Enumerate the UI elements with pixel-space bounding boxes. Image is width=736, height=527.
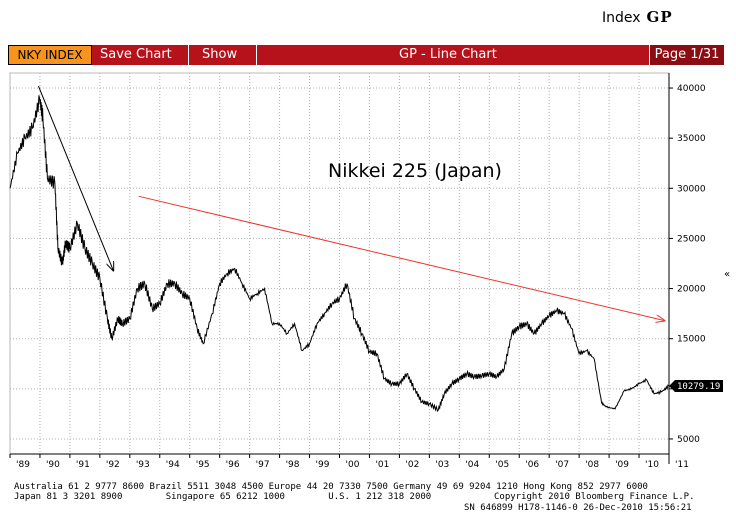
toolbar: NKY INDEX Save Chart Show GP - Line Char… — [8, 45, 724, 65]
long-term-trend-arrow — [138, 195, 665, 320]
y-tick-label: 35000 — [677, 134, 706, 144]
function-code: GP — [646, 8, 673, 26]
footer-contacts: Australia 61 2 9777 8600 Brazil 5511 304… — [14, 482, 648, 492]
page-indicator[interactable]: Page 1/31 — [649, 45, 724, 65]
x-tick-label: '93 — [136, 460, 150, 470]
downtrend-arrow — [37, 85, 113, 270]
x-tick-label: '03 — [435, 460, 449, 470]
x-tick-label: '04 — [465, 460, 479, 470]
x-tick-label: '07 — [555, 460, 569, 470]
y-tick-label: 15000 — [677, 335, 706, 345]
footer-line-1: Australia 61 2 9777 8600 Brazil 5511 304… — [14, 482, 724, 492]
y-tick-label: 30000 — [677, 184, 706, 194]
last-value-tag: 10279.19 — [669, 380, 723, 393]
x-tick-label: '02 — [405, 460, 419, 470]
footer-line-3: SN 646899 H178-1146-0 26-Dec-2010 15:56:… — [464, 503, 692, 513]
x-tick-label: '91 — [76, 460, 90, 470]
y-tick-label: 20000 — [677, 285, 706, 295]
y-tick-label: 40000 — [677, 84, 706, 94]
x-tick-label: '90 — [46, 460, 60, 470]
x-tick-label: '10 — [645, 460, 659, 470]
y-tick-label: 25000 — [677, 234, 706, 244]
last-value-text: 10279.19 — [677, 382, 720, 392]
footer-line-2: Japan 81 3 3201 8900 Singapore 65 6212 1… — [14, 492, 724, 502]
y-tick-label: 5000 — [677, 435, 700, 445]
line-chart: 500010000150002000025000300003500040000 … — [9, 72, 730, 470]
x-tick-label: '89 — [16, 460, 30, 470]
copyright: Copyright 2010 Bloomberg Finance L.P. — [494, 492, 695, 502]
y-axis: 500010000150002000025000300003500040000 — [668, 73, 706, 464]
x-tick-label: '01 — [375, 460, 389, 470]
x-tick-label: '98 — [286, 460, 300, 470]
x-tick-label: '95 — [196, 460, 210, 470]
x-tick-label: '05 — [495, 460, 509, 470]
index-label: Index — [602, 10, 641, 26]
x-tick-label: '11 — [675, 460, 689, 470]
toolbar-divider — [256, 45, 257, 65]
save-chart-button[interactable]: Save Chart — [100, 47, 172, 62]
index-header: Index GP — [602, 8, 673, 26]
ticker-field[interactable]: NKY INDEX — [8, 45, 92, 65]
footer-contacts-2: Japan 81 3 3201 8900 Singapore 65 6212 1… — [14, 492, 432, 502]
scroll-arrow-icon[interactable]: « — [724, 269, 730, 280]
x-tick-label: '06 — [525, 460, 539, 470]
x-tick-label: '99 — [316, 460, 330, 470]
x-tick-label: '08 — [585, 460, 599, 470]
x-tick-label: '00 — [346, 460, 360, 470]
series-line — [9, 95, 670, 413]
x-axis: '89 '90 '91 '92 '93 '94 '95 '96 '97 '98 '99 '00 '01 '… — [9, 453, 689, 470]
x-tick-label: '97 — [256, 460, 270, 470]
x-tick-label: '96 — [226, 460, 240, 470]
chart-type-title: GP - Line Chart — [399, 47, 497, 62]
chart-title: Nikkei 225 (Japan) — [328, 160, 502, 182]
x-tick-label: '94 — [166, 460, 180, 470]
trend-arrows — [37, 85, 665, 321]
grid — [9, 72, 670, 455]
show-button[interactable]: Show — [202, 47, 238, 62]
x-tick-label: '92 — [106, 460, 120, 470]
toolbar-divider — [188, 45, 189, 65]
x-tick-label: '09 — [615, 460, 629, 470]
